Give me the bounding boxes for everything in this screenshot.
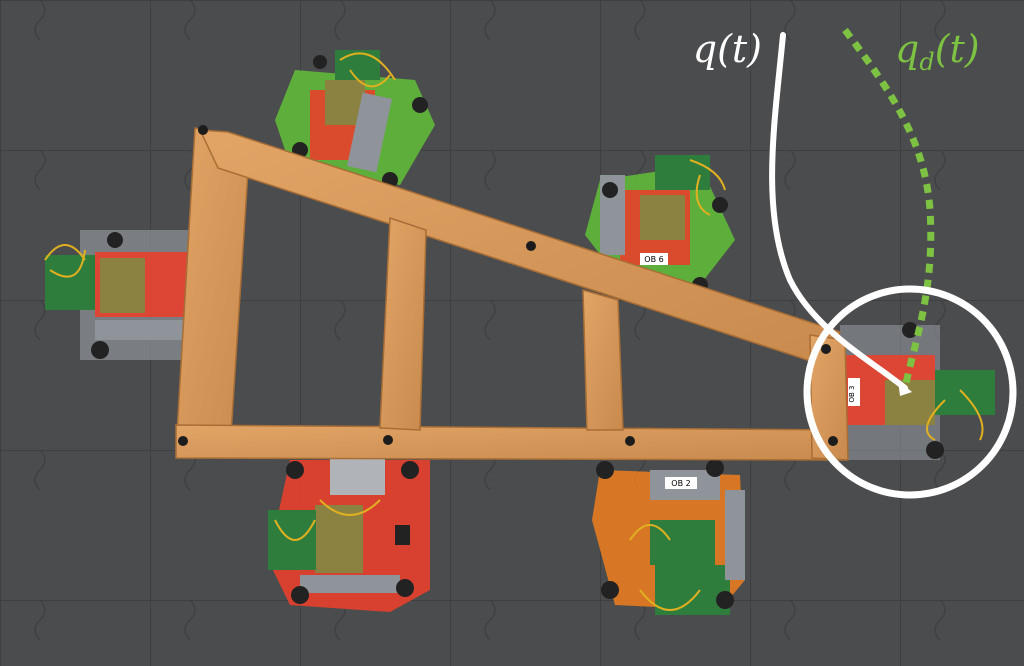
- robot-left: [44, 230, 190, 360]
- actual-trajectory-line: [769, 32, 908, 391]
- robot-tag-ob3: OB 3: [848, 386, 856, 403]
- robot-top-right: OB 6: [585, 155, 735, 293]
- robot-bottom-right: OB 2: [592, 459, 745, 615]
- robot-right-highlighted: OB 3: [840, 322, 995, 460]
- wooden-frame: [175, 125, 849, 461]
- robot-tag-ob6: OB 6: [644, 255, 663, 264]
- robot-top-left: [275, 50, 435, 188]
- highlight-circle: [803, 285, 1017, 499]
- robot-reference-marker: [898, 380, 912, 396]
- desired-trajectory-label: qd(t): [895, 27, 980, 76]
- robot-bottom-left: [268, 455, 430, 612]
- robot-tag-ob2: OB 2: [671, 479, 690, 488]
- actual-trajectory-label: q(t): [693, 27, 762, 71]
